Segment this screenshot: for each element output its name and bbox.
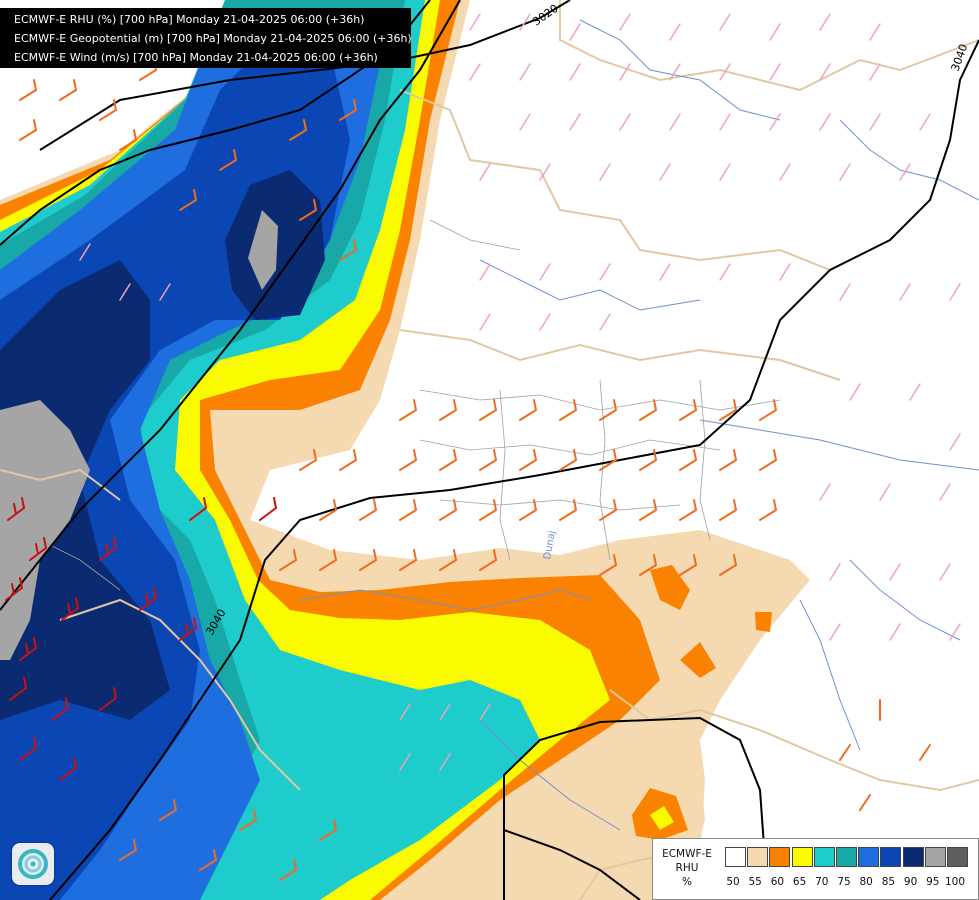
wind-barbs-medium (19, 59, 931, 881)
legend-tick-label: 50 (726, 876, 740, 888)
legend-swatch (813, 847, 835, 867)
legend-swatch (880, 847, 902, 867)
map-header: ECMWF-E RHU (%) [700 hPa] Monday 21-04-2… (0, 8, 412, 68)
rivers (299, 19, 979, 831)
legend-tick-label: 85 (881, 876, 896, 888)
legend-title: ECMWF-E RHU % (657, 847, 717, 889)
header-rhu-line: ECMWF-E RHU (%) [700 hPa] Monday 21-04-2… (14, 13, 365, 26)
legend-title-model: ECMWF-E (662, 848, 712, 860)
rhu-legend: ECMWF-E RHU % 50 55 60 65 70 75 80 85 90 95 100 (652, 838, 979, 900)
legend-swatch (858, 847, 880, 867)
legend-swatch (835, 847, 857, 867)
legend-tick-label: 90 (903, 876, 918, 888)
rhu-60-east2 (680, 642, 716, 678)
logo-swirl-icon (18, 849, 48, 879)
header-geopotential-line: ECMWF-E Geopotential (m) [700 hPa] Monda… (14, 32, 412, 45)
legend-tick-label: 100 (944, 876, 966, 888)
wind-barbs-strong (5, 497, 278, 781)
legend-swatch (769, 847, 791, 867)
rhu-95 (0, 400, 90, 660)
rhu-60-east3 (755, 612, 772, 632)
header-wind-line: ECMWF-E Wind (m/s) [700 hPa] Monday 21-0… (14, 51, 378, 64)
rhu-65-south (650, 806, 674, 830)
wind-barbs (5, 13, 961, 881)
wind-barbs-light (79, 13, 961, 771)
admin-boundaries (0, 219, 781, 591)
rhu-95b (248, 210, 278, 290)
legend-swatch (924, 847, 946, 867)
legend-swatch (791, 847, 813, 867)
forecast-logo-icon (12, 843, 54, 885)
legend-tick-label: 75 (837, 876, 851, 888)
legend-tick-label: 80 (859, 876, 873, 888)
legend-swatches (725, 847, 969, 867)
legend-tick-label: 65 (792, 876, 807, 888)
legend-tick-label: 95 (926, 876, 940, 888)
contour-label-3040-east: 3040 (949, 42, 971, 73)
river-label-dunaj: Dunaj (542, 530, 558, 561)
rhu-fill-layers (0, 0, 810, 900)
legend-swatch (747, 847, 769, 867)
rhu-90 (0, 260, 170, 720)
legend-tick-label: 55 (748, 876, 762, 888)
legend-swatch (725, 847, 746, 867)
legend-swatch (946, 847, 968, 867)
rhu-60-east (650, 565, 690, 610)
legend-title-unit: % (682, 876, 692, 888)
contour-label-3020: 3020 (530, 2, 560, 29)
legend-tick-label: 60 (770, 876, 785, 888)
legend-title-variable: RHU (675, 862, 699, 874)
legend-ticks: 50 55 60 65 70 75 80 85 90 95 100 (717, 876, 979, 890)
legend-tick-label: 70 (815, 876, 829, 888)
legend-swatch (902, 847, 924, 867)
